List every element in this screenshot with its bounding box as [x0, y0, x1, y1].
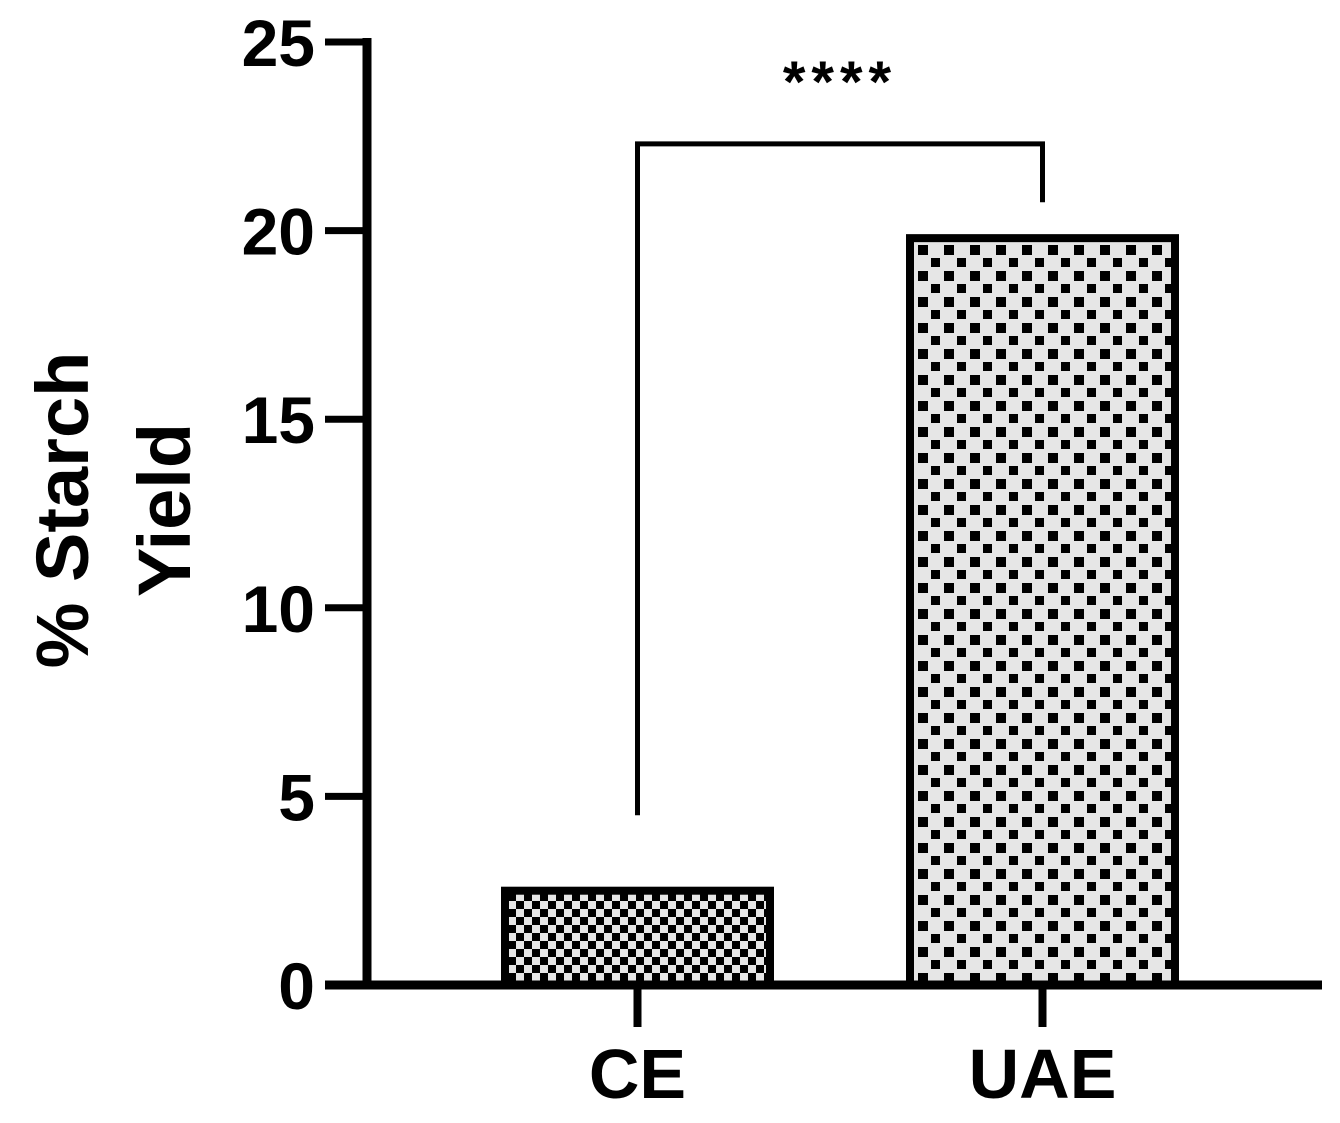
y-axis-ticks: 0 5 10 15 20 25: [242, 6, 367, 1023]
y-tick-label: 0: [278, 949, 315, 1023]
bars: [501, 234, 1179, 990]
y-tick-label: 25: [242, 6, 315, 80]
y-tick-label: 15: [242, 383, 315, 457]
y-axis-label-line-2: Yield: [123, 423, 206, 597]
bar-uae: [906, 234, 1179, 990]
significance-stars: ****: [783, 50, 897, 115]
bar-ce: [501, 886, 774, 990]
x-tick-label: UAE: [969, 1035, 1117, 1113]
y-tick-label: 10: [242, 572, 315, 646]
y-axis-label-line-1: % Starch: [21, 352, 104, 669]
x-tick-label: CE: [589, 1035, 686, 1113]
significance-annotation: ****: [635, 50, 1045, 816]
axes: [325, 38, 1322, 1027]
y-tick-label: 20: [242, 195, 315, 269]
significance-bracket: [635, 141, 1045, 816]
y-tick-label: 5: [278, 760, 315, 834]
x-axis-tick-labels: CE UAE: [589, 1035, 1117, 1113]
